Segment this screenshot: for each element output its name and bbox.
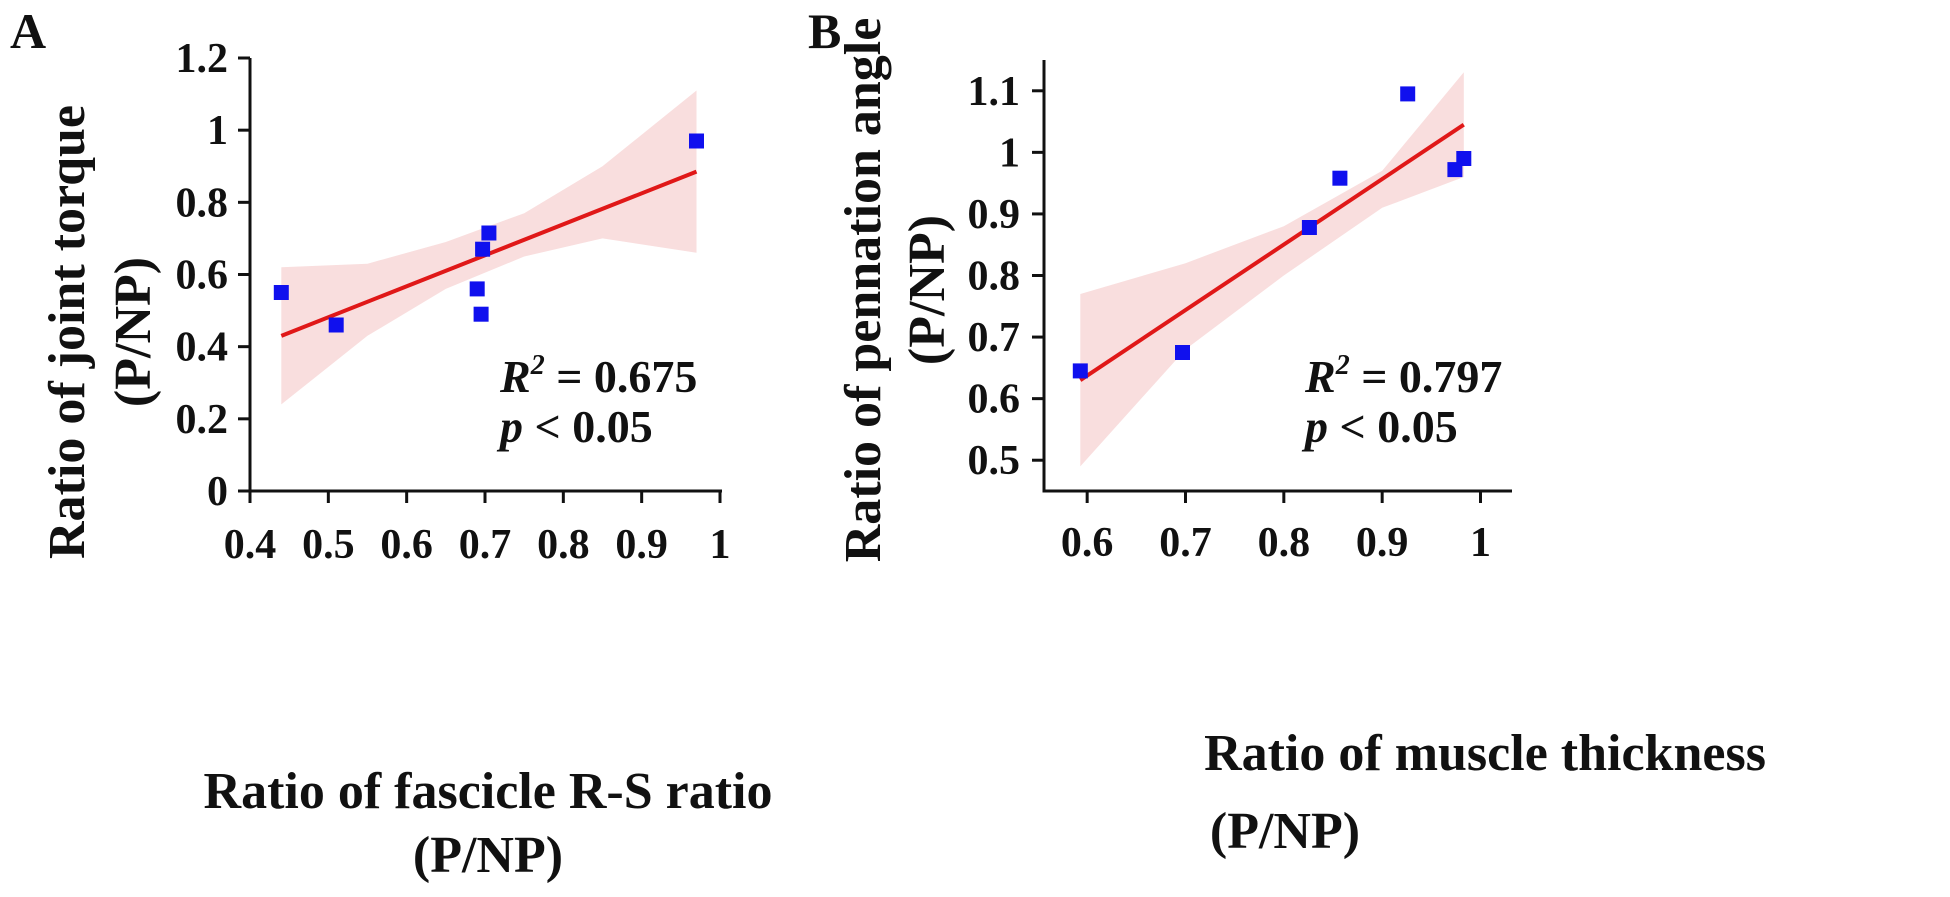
panel-a-p-value: < 0.05 xyxy=(523,401,653,452)
panel-b-x-axis-title: Ratio of muscle thickness xyxy=(1204,725,1766,782)
panel-a-data-point-4 xyxy=(473,306,489,322)
panel-a-y-tick-labels: 0 0.2 0.4 0.6 0.8 1 1.2 xyxy=(176,36,229,515)
panel-a-y-axis-title: Ratio of joint torque xyxy=(39,105,96,559)
panel-b-y-axis-title: Ratio of pennation angle xyxy=(835,18,892,563)
panel-b-fit-line xyxy=(1079,122,1465,382)
panel-a-y-tick-label-3: 0.4 xyxy=(176,325,229,371)
panel-b-r2-value: = 0.797 xyxy=(1350,351,1503,402)
panel-b-x-tick-labels: 0.6 0.7 0.8 0.9 1 xyxy=(1061,520,1491,566)
panel-a-data-point-7 xyxy=(689,133,704,149)
panel-a-x-tick-label-2: 0.5 xyxy=(302,522,355,568)
panel-b-data-point-7 xyxy=(1456,151,1472,166)
panel-a-r2-superscript: 2 xyxy=(530,350,545,381)
panel-a-y-tick-label-4: 0.6 xyxy=(176,253,229,299)
panel-a-data-point-5 xyxy=(475,241,491,257)
panel-b-data-point-4 xyxy=(1332,170,1348,186)
panel-a-x-tick-label-5: 0.8 xyxy=(537,522,590,568)
panel-a-x-tick-label-1: 0.4 xyxy=(224,522,277,568)
panel-a-axes xyxy=(238,56,722,503)
panel-a-r2-value: = 0.675 xyxy=(545,351,698,402)
panel-b-p-value: < 0.05 xyxy=(1328,401,1458,452)
panel-b-y-axis-subtitle: (P/NP) xyxy=(899,215,956,365)
panel-a-y-tick-label-2: 0.2 xyxy=(176,397,229,443)
panel-a-y-tick-label-7: 1.2 xyxy=(176,36,229,82)
panel-b-x-tick-label-4: 0.9 xyxy=(1356,520,1409,566)
panel-b-data-point-5 xyxy=(1400,86,1416,102)
panel-a-x-tick-label-7: 1 xyxy=(710,522,731,568)
panel-b-data-point-3 xyxy=(1301,220,1317,235)
panel-b-y-tick-label-6: 1 xyxy=(999,130,1020,176)
panel-b-points xyxy=(1072,86,1472,379)
panel-a-points xyxy=(273,133,704,333)
panel-b-y-tick-label-2: 0.6 xyxy=(968,377,1021,423)
panel-b-p-symbol: p xyxy=(1301,401,1328,452)
panel-b-ci-band xyxy=(1080,72,1464,467)
panel-b-x-tick-label-2: 0.7 xyxy=(1159,520,1212,566)
panel-b-r2-annotation: R2 = 0.797 xyxy=(1304,350,1502,402)
panel-b-y-tick-label-4: 0.8 xyxy=(968,254,1021,300)
panel-b: B 0.6 0.7 0.8 0.9 1 0.5 0.6 0.7 0.8 0.9 1 1.1 Rati… xyxy=(808,3,1766,860)
panel-a-x-axis-title: Ratio of fascicle R-S ratio xyxy=(204,763,773,820)
panel-b-confidence-band xyxy=(1080,72,1464,467)
panel-a-data-point-3 xyxy=(469,281,485,297)
panel-b-x-axis-subtitle: (P/NP) xyxy=(1210,803,1360,860)
panel-b-x-tick-label-5: 1 xyxy=(1470,520,1491,566)
panel-b-data-point-1 xyxy=(1072,363,1088,379)
panel-a-y-tick-label-5: 0.8 xyxy=(176,180,229,226)
panel-a-y-axis-subtitle: (P/NP) xyxy=(105,257,162,407)
panel-a-data-point-1 xyxy=(273,285,289,300)
panel-a: A 0.4 0.5 0.6 0.7 0.8 0.9 1 00.20.40.60.811.2 … xyxy=(10,3,772,884)
panel-b-data-point-2 xyxy=(1175,345,1190,360)
panel-a-r2-symbol: R xyxy=(499,351,531,402)
panel-b-y-tick-labels: 0.5 0.6 0.7 0.8 0.9 1 1.1 xyxy=(968,69,1021,484)
panel-b-r2-superscript: 2 xyxy=(1335,350,1350,381)
panel-a-p-annotation: p < 0.05 xyxy=(496,401,653,452)
panel-b-letter: B xyxy=(808,3,841,59)
panel-a-y-tick-label-1: 0 xyxy=(207,469,228,515)
panel-a-data-point-2 xyxy=(328,317,344,333)
panel-a-x-axis-subtitle: (P/NP) xyxy=(413,827,563,884)
panel-b-axes xyxy=(1032,60,1512,503)
panel-b-x-tick-label-1: 0.6 xyxy=(1061,520,1114,566)
panel-a-x-tick-label-3: 0.6 xyxy=(380,522,433,568)
panel-a-x-tick-labels: 0.4 0.5 0.6 0.7 0.8 0.9 1 xyxy=(224,522,731,568)
panel-a-x-tick-label-4: 0.7 xyxy=(459,522,512,568)
panel-b-fit-line-group xyxy=(1079,122,1465,382)
panel-b-y-tick-label-1: 0.5 xyxy=(968,438,1021,484)
panel-b-x-tick-label-3: 0.8 xyxy=(1258,520,1311,566)
panel-a-data-point-6 xyxy=(481,225,497,241)
panel-b-y-tick-label-5: 0.9 xyxy=(968,192,1021,238)
panel-a-r2-annotation: R2 = 0.675 xyxy=(499,350,697,402)
panel-a-y-tick-label-6: 1 xyxy=(207,108,228,154)
panel-b-p-annotation: p < 0.05 xyxy=(1301,401,1458,452)
panel-b-y-tick-label-3: 0.7 xyxy=(968,315,1021,361)
panel-a-p-symbol: p xyxy=(496,401,523,452)
panel-b-r2-symbol: R xyxy=(1304,351,1336,402)
panel-b-y-tick-label-7: 1.1 xyxy=(968,69,1021,115)
panel-a-letter: A xyxy=(10,3,46,59)
panel-a-x-tick-label-6: 0.9 xyxy=(615,522,668,568)
